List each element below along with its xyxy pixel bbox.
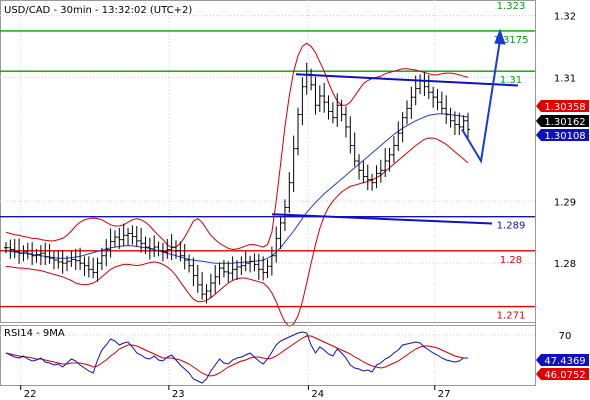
price-tag	[541, 129, 589, 141]
price-tag	[541, 115, 589, 127]
price-tag-pointer	[536, 100, 541, 112]
price-tag-label: 1.30108	[544, 131, 585, 142]
rsi-tag-pointer	[536, 354, 541, 366]
rsi-tag-label: 46.0752	[544, 370, 585, 381]
level-label: 1.28	[500, 255, 522, 266]
time-axis: 22 23 24 27	[20, 385, 451, 400]
rsi-panel-frame	[0, 325, 536, 386]
rsi-line	[5, 331, 468, 384]
time-tick-label: 27	[438, 389, 451, 400]
price-tick-label: 1.29	[554, 197, 576, 208]
forecast-arrow-head	[494, 28, 506, 45]
level-label: 1.31	[500, 75, 522, 86]
rsi-title: RSI14 - 9MA	[4, 328, 65, 339]
trendline	[271, 213, 493, 225]
rsi-tag	[541, 354, 589, 366]
bollinger-upper	[5, 42, 469, 251]
rsi-tag-pointer	[536, 368, 541, 380]
time-tick-label: 22	[24, 389, 37, 400]
rsi-tag	[541, 368, 589, 380]
price-tag	[541, 100, 589, 112]
price-tag-pointer	[536, 129, 541, 141]
price-tick-label: 1.28	[554, 259, 576, 270]
chart-title: USD/CAD - 30min - 13:32:02 (UTC+2)	[4, 5, 192, 16]
level-label: 1.271	[497, 311, 526, 322]
price-tick-label: 1.31	[554, 73, 576, 84]
rsi-tick-label: 70	[559, 331, 572, 342]
price-tick-label: 1.32	[554, 11, 576, 22]
price-panel: 1.28 1.29 1.31 1.32 1.323 1.3175 1.31 1.289 1.28…	[0, 0, 589, 385]
level-label: 1.323	[497, 1, 526, 12]
time-tick-label: 23	[172, 389, 185, 400]
time-tick-label: 24	[311, 389, 324, 400]
price-tag-label: 1.30358	[544, 102, 585, 113]
rsi-ma-line	[5, 335, 468, 377]
level-label: 1.289	[497, 221, 526, 232]
rsi-tag-label: 47.4369	[544, 356, 585, 367]
level-label: 1.3175	[494, 35, 529, 46]
price-tag-pointer	[536, 115, 541, 127]
trendline	[295, 73, 519, 87]
price-tag-label: 1.30162	[544, 117, 585, 128]
forecast-arrow-line	[461, 39, 501, 164]
rsi-panel: 70 47.4369 46.0752	[0, 325, 589, 386]
